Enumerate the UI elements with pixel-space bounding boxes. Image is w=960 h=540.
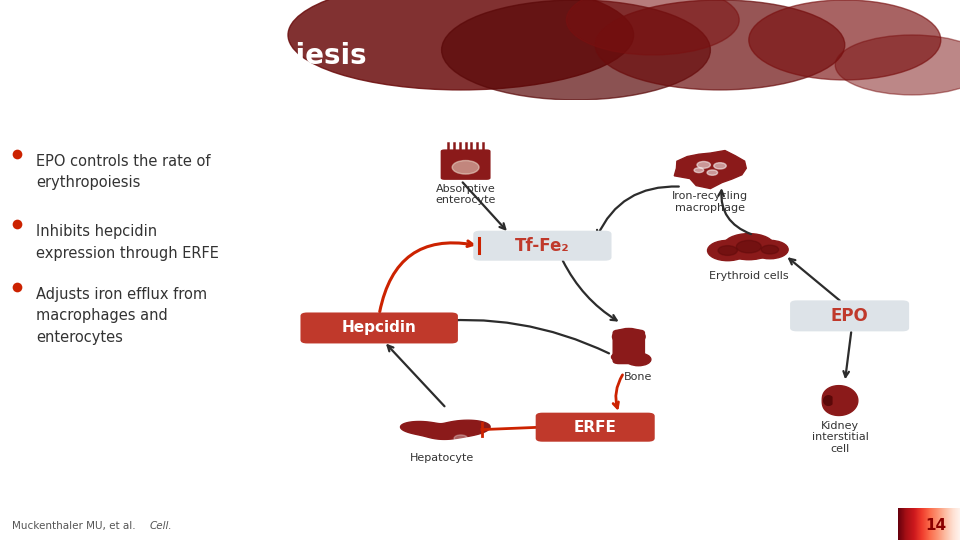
Text: Muckenthaler MU, et al.: Muckenthaler MU, et al. <box>12 521 138 531</box>
Text: Inhibits hepcidin
expression through ERFE: Inhibits hepcidin expression through ERF… <box>36 224 219 260</box>
FancyBboxPatch shape <box>612 329 645 364</box>
Polygon shape <box>822 386 858 415</box>
Ellipse shape <box>835 35 960 95</box>
Text: Erythroid cells: Erythroid cells <box>709 271 788 281</box>
Polygon shape <box>824 396 832 406</box>
Text: EPO: EPO <box>830 307 869 325</box>
Text: Iron-recycling
macrophage: Iron-recycling macrophage <box>672 192 749 213</box>
Text: Tf-Fe₂: Tf-Fe₂ <box>516 237 569 255</box>
Circle shape <box>612 352 631 362</box>
Circle shape <box>708 240 748 261</box>
Text: Absorptive
enterocyte: Absorptive enterocyte <box>436 184 495 205</box>
Ellipse shape <box>442 0 710 100</box>
Text: ERFE: ERFE <box>574 420 616 435</box>
FancyBboxPatch shape <box>300 313 458 343</box>
Polygon shape <box>400 420 491 440</box>
Circle shape <box>761 245 779 254</box>
Circle shape <box>707 170 717 176</box>
Text: Hepatocyte: Hepatocyte <box>410 453 473 463</box>
FancyBboxPatch shape <box>473 231 612 261</box>
Text: Cell.: Cell. <box>150 521 173 531</box>
Ellipse shape <box>595 0 845 90</box>
FancyBboxPatch shape <box>790 300 909 332</box>
Circle shape <box>723 234 775 260</box>
Text: Normal Erythropoiesis: Normal Erythropoiesis <box>17 42 367 70</box>
Circle shape <box>718 246 737 255</box>
Circle shape <box>694 168 704 173</box>
Circle shape <box>713 163 726 169</box>
Text: Bone: Bone <box>624 373 653 382</box>
FancyBboxPatch shape <box>536 413 655 442</box>
Bar <box>444 151 487 154</box>
Text: Adjusts iron efflux from
macrophages and
enterocytes: Adjusts iron efflux from macrophages and… <box>36 287 207 345</box>
Text: Kidney
interstitial
cell: Kidney interstitial cell <box>811 421 869 454</box>
Circle shape <box>454 435 468 442</box>
Circle shape <box>736 240 761 253</box>
Circle shape <box>452 160 479 174</box>
Ellipse shape <box>566 0 739 55</box>
Polygon shape <box>674 151 746 188</box>
Text: Hepcidin: Hepcidin <box>342 320 417 335</box>
Text: 14: 14 <box>925 518 947 532</box>
Circle shape <box>612 328 645 345</box>
Circle shape <box>752 240 788 259</box>
Text: EPO controls the rate of
erythropoiesis: EPO controls the rate of erythropoiesis <box>36 154 211 190</box>
Circle shape <box>626 353 651 366</box>
Ellipse shape <box>288 0 634 90</box>
Circle shape <box>697 161 710 168</box>
Ellipse shape <box>749 0 941 80</box>
FancyBboxPatch shape <box>441 150 491 180</box>
